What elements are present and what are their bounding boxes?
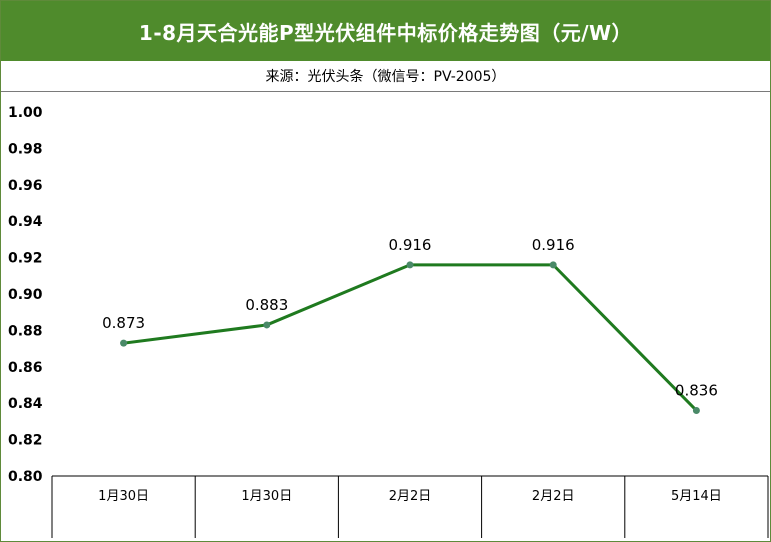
y-tick-label: 0.94 (8, 214, 43, 230)
y-tick-label: 0.98 (8, 141, 43, 157)
axes (51, 475, 769, 538)
x-tick-label: 2月2日 (532, 489, 575, 504)
x-tick-label: 2月2日 (389, 489, 432, 504)
data-label: 0.916 (389, 236, 432, 254)
data-label: 0.836 (675, 381, 718, 399)
y-tick-label: 0.90 (8, 287, 43, 303)
chart-title: 1-8月天合光能P型光伏组件中标价格走势图（元/W） (138, 20, 633, 45)
data-label: 0.883 (245, 296, 288, 314)
data-point (406, 261, 414, 269)
y-axis-ticks: 1.00 0.98 0.96 0.94 0.92 0.90 0.88 0.86 0.84 0.82… (8, 105, 43, 485)
x-tick-label: 5月14日 (671, 489, 722, 504)
data-point (692, 406, 700, 414)
y-tick-label: 0.92 (8, 251, 43, 267)
series-line (123, 263, 698, 412)
y-tick-label: 0.88 (8, 323, 43, 339)
x-tick-label: 1月30日 (241, 489, 292, 504)
x-tick-label: 1月30日 (98, 489, 149, 504)
data-label: 0.916 (532, 236, 575, 254)
y-tick-label: 1.00 (8, 105, 43, 121)
data-point (549, 261, 557, 269)
title-bar: 1-8月天合光能P型光伏组件中标价格走势图（元/W） (1, 1, 770, 61)
y-tick-label: 0.82 (8, 433, 43, 449)
y-tick-label: 0.86 (8, 360, 43, 376)
y-tick-label: 0.84 (8, 396, 43, 412)
x-axis-ticks: 1月30日 1月30日 2月2日 2月2日 5月14日 (98, 489, 722, 504)
y-tick-label: 0.80 (8, 469, 43, 485)
data-point (263, 321, 271, 329)
data-label: 0.873 (102, 314, 145, 332)
y-tick-label: 0.96 (8, 178, 43, 194)
series: 0.873 0.883 0.916 0.916 0.836 (102, 236, 718, 414)
chart-source: 来源：光伏头条（微信号：PV-2005） (1, 61, 770, 92)
data-point (120, 339, 128, 347)
